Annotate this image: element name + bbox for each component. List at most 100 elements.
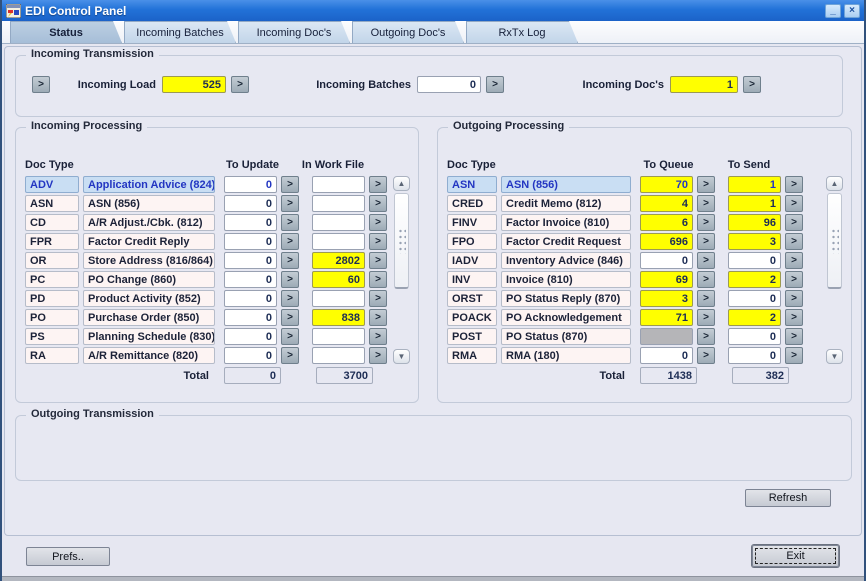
to-update-field[interactable]: 0 xyxy=(224,252,277,269)
to-queue-go-button[interactable]: > xyxy=(697,214,715,231)
transmission-go-button[interactable]: > xyxy=(32,76,50,93)
doc-type-desc-cell[interactable]: PO Acknowledgement xyxy=(501,309,631,326)
doc-type-code-cell[interactable]: IADV xyxy=(447,252,497,269)
doc-type-desc-cell[interactable]: Inventory Advice (846) xyxy=(501,252,631,269)
doc-type-desc-cell[interactable]: A/R Remittance (820) xyxy=(83,347,215,364)
incoming-scrollbar[interactable]: ▲ ▼ xyxy=(393,176,410,364)
to-queue-go-button[interactable]: > xyxy=(697,252,715,269)
doc-type-code-cell[interactable]: RA xyxy=(25,347,79,364)
to-update-go-button[interactable]: > xyxy=(281,347,299,364)
to-send-go-button[interactable]: > xyxy=(785,233,803,250)
tab[interactable]: Status xyxy=(10,21,122,43)
doc-type-code-cell[interactable]: FINV xyxy=(447,214,497,231)
to-queue-field[interactable]: 6 xyxy=(640,214,693,231)
doc-type-desc-cell[interactable]: Factor Credit Request xyxy=(501,233,631,250)
in-work-file-go-button[interactable]: > xyxy=(369,271,387,288)
to-update-go-button[interactable]: > xyxy=(281,233,299,250)
in-work-file-go-button[interactable]: > xyxy=(369,252,387,269)
in-work-file-go-button[interactable]: > xyxy=(369,290,387,307)
doc-type-desc-cell[interactable]: PO Status (870) xyxy=(501,328,631,345)
outgoing-scrollbar[interactable]: ▲ ▼ xyxy=(826,176,843,364)
in-work-file-field[interactable] xyxy=(312,233,365,250)
to-queue-field[interactable]: 696 xyxy=(640,233,693,250)
doc-type-code-cell[interactable]: PC xyxy=(25,271,79,288)
doc-type-desc-cell[interactable]: A/R Adjust./Cbk. (812) xyxy=(83,214,215,231)
scroll-down-icon[interactable]: ▼ xyxy=(393,349,410,364)
scroll-up-icon[interactable]: ▲ xyxy=(826,176,843,191)
in-work-file-field[interactable]: 2802 xyxy=(312,252,365,269)
in-work-file-go-button[interactable]: > xyxy=(369,214,387,231)
to-update-field[interactable]: 0 xyxy=(224,309,277,326)
doc-type-desc-cell[interactable]: Purchase Order (850) xyxy=(83,309,215,326)
doc-type-code-cell[interactable]: ASN xyxy=(25,195,79,212)
scrollbar-thumb[interactable] xyxy=(394,193,409,289)
doc-type-code-cell[interactable]: ASN xyxy=(447,176,497,193)
to-send-field[interactable]: 0 xyxy=(728,328,781,345)
to-update-go-button[interactable]: > xyxy=(281,176,299,193)
scrollbar-thumb[interactable] xyxy=(827,193,842,289)
doc-type-code-cell[interactable]: RMA xyxy=(447,347,497,364)
to-queue-field[interactable]: 0 xyxy=(640,347,693,364)
doc-type-code-cell[interactable]: CRED xyxy=(447,195,497,212)
in-work-file-field[interactable] xyxy=(312,328,365,345)
doc-type-desc-cell[interactable]: Product Activity (852) xyxy=(83,290,215,307)
to-send-field[interactable]: 1 xyxy=(728,176,781,193)
to-update-go-button[interactable]: > xyxy=(281,252,299,269)
doc-type-code-cell[interactable]: FPR xyxy=(25,233,79,250)
to-send-go-button[interactable]: > xyxy=(785,214,803,231)
to-send-field[interactable]: 1 xyxy=(728,195,781,212)
doc-type-code-cell[interactable]: ADV xyxy=(25,176,79,193)
incoming-docs-go-button[interactable]: > xyxy=(743,76,761,93)
to-update-go-button[interactable]: > xyxy=(281,214,299,231)
prefs-button[interactable]: Prefs.. xyxy=(26,547,110,566)
to-send-go-button[interactable]: > xyxy=(785,347,803,364)
doc-type-desc-cell[interactable]: Store Address (816/864) xyxy=(83,252,215,269)
in-work-file-field[interactable] xyxy=(312,290,365,307)
doc-type-code-cell[interactable]: FPO xyxy=(447,233,497,250)
to-send-field[interactable]: 2 xyxy=(728,271,781,288)
in-work-file-field[interactable]: 60 xyxy=(312,271,365,288)
tab[interactable]: Incoming Batches xyxy=(124,21,236,43)
doc-type-desc-cell[interactable]: ASN (856) xyxy=(83,195,215,212)
to-update-go-button[interactable]: > xyxy=(281,290,299,307)
to-update-field[interactable]: 0 xyxy=(224,271,277,288)
incoming-load-field[interactable]: 525 xyxy=(162,76,226,93)
in-work-file-go-button[interactable]: > xyxy=(369,176,387,193)
in-work-file-field[interactable] xyxy=(312,195,365,212)
to-update-go-button[interactable]: > xyxy=(281,195,299,212)
to-queue-go-button[interactable]: > xyxy=(697,176,715,193)
doc-type-desc-cell[interactable]: Credit Memo (812) xyxy=(501,195,631,212)
doc-type-desc-cell[interactable]: Factor Invoice (810) xyxy=(501,214,631,231)
close-icon[interactable]: × xyxy=(844,3,860,18)
in-work-file-go-button[interactable]: > xyxy=(369,233,387,250)
doc-type-desc-cell[interactable]: Application Advice (824) xyxy=(83,176,215,193)
to-update-field[interactable]: 0 xyxy=(224,290,277,307)
to-send-go-button[interactable]: > xyxy=(785,195,803,212)
doc-type-code-cell[interactable]: PS xyxy=(25,328,79,345)
to-send-go-button[interactable]: > xyxy=(785,328,803,345)
doc-type-desc-cell[interactable]: RMA (180) xyxy=(501,347,631,364)
to-queue-go-button[interactable]: > xyxy=(697,290,715,307)
doc-type-code-cell[interactable]: INV xyxy=(447,271,497,288)
to-send-field[interactable]: 96 xyxy=(728,214,781,231)
to-update-go-button[interactable]: > xyxy=(281,271,299,288)
doc-type-desc-cell[interactable]: PO Status Reply (870) xyxy=(501,290,631,307)
to-queue-field[interactable]: 0 xyxy=(640,252,693,269)
to-update-field[interactable]: 0 xyxy=(224,347,277,364)
in-work-file-go-button[interactable]: > xyxy=(369,328,387,345)
doc-type-code-cell[interactable]: PD xyxy=(25,290,79,307)
to-send-go-button[interactable]: > xyxy=(785,309,803,326)
in-work-file-go-button[interactable]: > xyxy=(369,309,387,326)
in-work-file-go-button[interactable]: > xyxy=(369,195,387,212)
incoming-load-go-button[interactable]: > xyxy=(231,76,249,93)
doc-type-code-cell[interactable]: POACK xyxy=(447,309,497,326)
to-send-field[interactable]: 0 xyxy=(728,347,781,364)
to-update-field[interactable]: 0 xyxy=(224,214,277,231)
in-work-file-field[interactable] xyxy=(312,176,365,193)
to-update-go-button[interactable]: > xyxy=(281,309,299,326)
doc-type-code-cell[interactable]: POST xyxy=(447,328,497,345)
doc-type-code-cell[interactable]: OR xyxy=(25,252,79,269)
doc-type-code-cell[interactable]: ORST xyxy=(447,290,497,307)
to-send-field[interactable]: 3 xyxy=(728,233,781,250)
incoming-docs-field[interactable]: 1 xyxy=(670,76,738,93)
